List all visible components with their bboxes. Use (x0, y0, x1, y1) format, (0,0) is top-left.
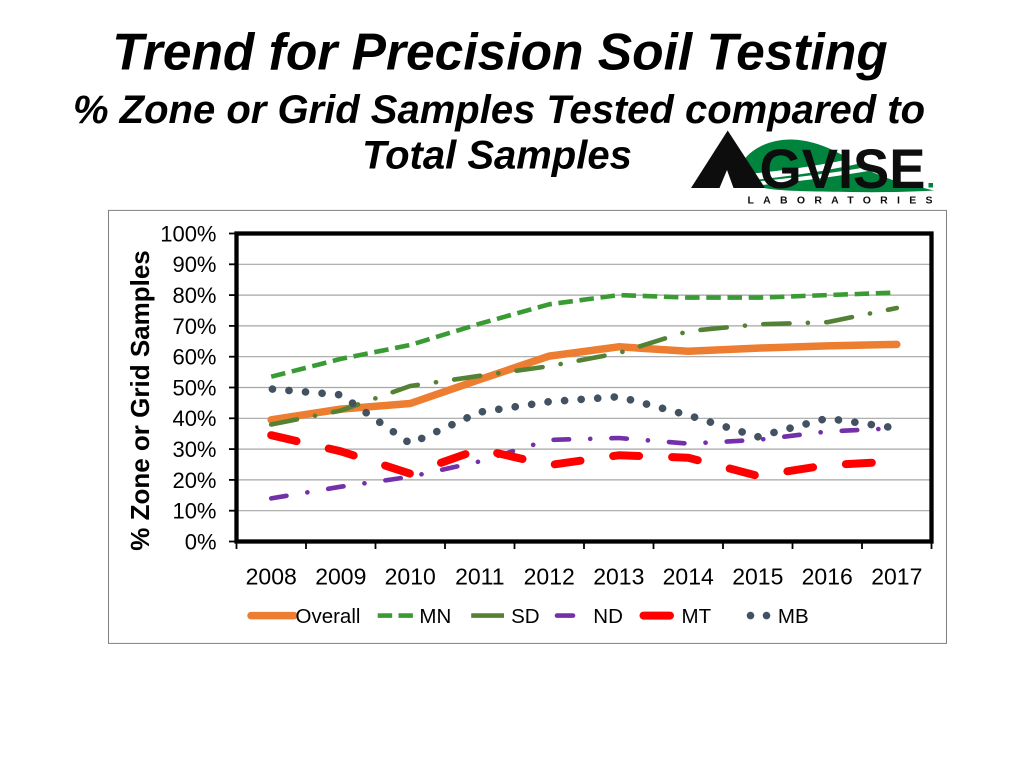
svg-text:2015: 2015 (732, 564, 783, 590)
svg-text:0%: 0% (185, 529, 217, 554)
svg-text:2016: 2016 (802, 564, 853, 590)
svg-text:ND: ND (593, 605, 623, 628)
svg-text:SD: SD (511, 605, 539, 628)
svg-text:GVISE: GVISE (760, 137, 926, 200)
svg-text:90%: 90% (172, 252, 216, 277)
svg-text:60%: 60% (172, 345, 216, 370)
svg-text:2008: 2008 (246, 564, 297, 590)
svg-text:2009: 2009 (315, 564, 366, 590)
svg-text:% Zone or Grid Samples: % Zone or Grid Samples (125, 250, 155, 551)
svg-text:20%: 20% (172, 468, 216, 493)
svg-text:80%: 80% (172, 283, 216, 308)
svg-text:100%: 100% (160, 221, 216, 246)
svg-text:30%: 30% (172, 437, 216, 462)
svg-text:2014: 2014 (663, 564, 714, 590)
svg-text:2017: 2017 (871, 564, 922, 590)
svg-text:70%: 70% (172, 314, 216, 339)
svg-text:2010: 2010 (385, 564, 436, 590)
svg-text:MT: MT (682, 605, 712, 628)
svg-text:MN: MN (419, 605, 451, 628)
svg-text:Overall: Overall (296, 605, 361, 628)
svg-text:Total Samples: Total Samples (362, 134, 632, 178)
svg-text:40%: 40% (172, 406, 216, 431)
svg-text:50%: 50% (172, 375, 216, 400)
svg-text:% Zone or Grid Samples Tested: % Zone or Grid Samples Tested compared t… (73, 88, 925, 132)
svg-text:2012: 2012 (524, 564, 575, 590)
svg-text:10%: 10% (172, 499, 216, 524)
svg-text:2011: 2011 (455, 564, 504, 590)
svg-text:MB: MB (778, 605, 809, 628)
svg-text:2013: 2013 (593, 564, 644, 590)
svg-text:Trend for Precision Soil Testi: Trend for Precision Soil Testing (112, 23, 888, 81)
